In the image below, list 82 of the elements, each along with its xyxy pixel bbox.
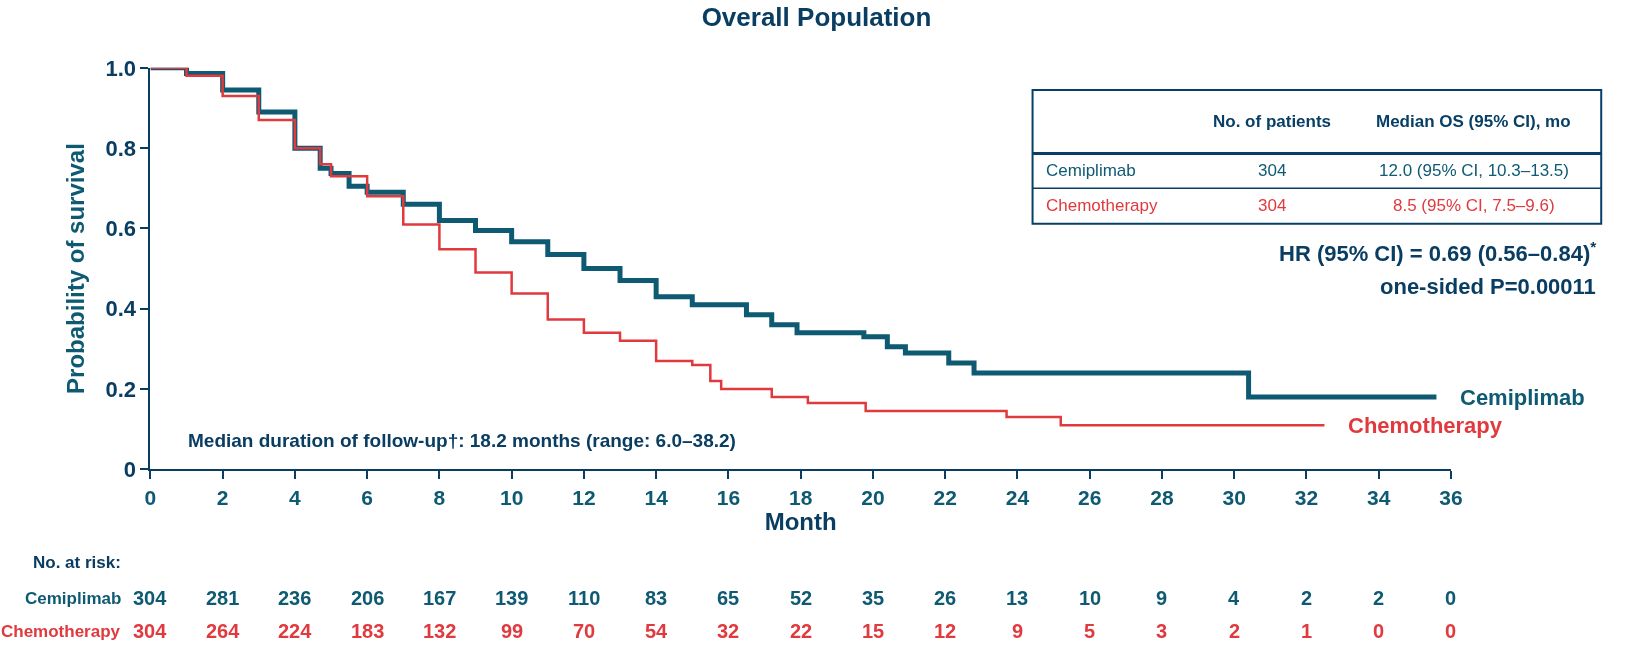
x-tick-label: 32 bbox=[1294, 485, 1319, 509]
x-tick-label: 6 bbox=[361, 485, 373, 509]
text: 304 bbox=[133, 587, 168, 609]
x-tick-label: 2 bbox=[216, 485, 229, 509]
x-tick-label: 8 bbox=[433, 485, 446, 509]
text: 15 bbox=[862, 620, 885, 642]
text: 0 bbox=[1445, 587, 1457, 609]
text: 139 bbox=[495, 587, 529, 609]
text: 132 bbox=[423, 620, 457, 642]
series-label: Chemotherapy bbox=[1348, 413, 1503, 438]
annotation: 304 bbox=[1258, 196, 1287, 215]
text: 4 bbox=[1228, 587, 1240, 609]
text: 99 bbox=[501, 620, 524, 642]
annotation: 8.5 (95% CI, 7.5–9.6) bbox=[1393, 196, 1555, 215]
y-tick-label: 0.6 bbox=[105, 216, 136, 242]
y-tick-label: 0.4 bbox=[105, 296, 137, 322]
x-tick-label: 34 bbox=[1366, 485, 1391, 509]
x-tick-label: 18 bbox=[788, 485, 813, 509]
x-tick-label: 14 bbox=[644, 485, 669, 509]
y-tick-label: 0.2 bbox=[105, 376, 136, 402]
text: No. at risk: bbox=[33, 553, 121, 572]
text: 26 bbox=[934, 587, 957, 609]
x-tick-label: 10 bbox=[499, 485, 524, 509]
x-axis-title: Month bbox=[764, 508, 837, 536]
text: 32 bbox=[717, 620, 740, 642]
y-tick-label: 0 bbox=[123, 457, 136, 482]
x-tick-label: 26 bbox=[1077, 485, 1102, 509]
annotation: No. of patients bbox=[1213, 112, 1332, 131]
text: 35 bbox=[862, 587, 885, 609]
text: 2 bbox=[1373, 587, 1385, 609]
text: 2 bbox=[1229, 620, 1241, 642]
text: 0 bbox=[1445, 620, 1457, 642]
x-tick-label: 22 bbox=[933, 485, 957, 509]
annotation: one-sided P=0.00011 bbox=[1380, 274, 1596, 299]
text: 224 bbox=[278, 620, 313, 642]
text: 206 bbox=[351, 587, 385, 609]
series-label: Cemiplimab bbox=[1460, 385, 1585, 410]
text: 304 bbox=[133, 620, 168, 642]
y-axis-title: Probability of survival bbox=[62, 143, 89, 394]
text: 12 bbox=[934, 620, 957, 642]
text: Cemiplimab bbox=[25, 589, 122, 608]
x-tick-label: 20 bbox=[861, 485, 885, 509]
y-tick-label: 0.8 bbox=[105, 135, 136, 161]
text: 9 bbox=[1012, 620, 1024, 642]
x-tick-label: 16 bbox=[716, 485, 741, 509]
text: 65 bbox=[717, 587, 740, 609]
annotation: 12.0 (95% CI, 10.3–13.5) bbox=[1379, 161, 1569, 180]
x-tick-label: 30 bbox=[1222, 485, 1246, 509]
text: 9 bbox=[1156, 587, 1168, 609]
text: 281 bbox=[206, 587, 240, 609]
x-tick-label: 4 bbox=[289, 485, 302, 509]
annotation: Chemotherapy bbox=[1046, 196, 1158, 215]
x-tick-label: 12 bbox=[572, 485, 596, 509]
text: 167 bbox=[423, 587, 457, 609]
text: 2 bbox=[1301, 587, 1313, 609]
x-tick-label: 24 bbox=[1005, 485, 1030, 509]
text: 83 bbox=[645, 587, 668, 609]
text: 5 bbox=[1084, 620, 1096, 642]
text: 70 bbox=[573, 620, 596, 642]
text: 54 bbox=[645, 620, 669, 642]
text: 22 bbox=[790, 620, 813, 642]
text: 3 bbox=[1156, 620, 1168, 642]
x-tick-label: 36 bbox=[1439, 485, 1463, 509]
text: 1 bbox=[1301, 620, 1313, 642]
text: 236 bbox=[278, 587, 312, 609]
annotation: Cemiplimab bbox=[1046, 161, 1136, 180]
annotation: Median duration of follow-up†: 18.2 months (range: 6.0–38.2) bbox=[188, 430, 736, 451]
text: 0 bbox=[1373, 620, 1385, 642]
text: 52 bbox=[790, 587, 813, 609]
annotation: 304 bbox=[1258, 161, 1287, 180]
text: Chemotherapy bbox=[1, 622, 121, 641]
text: 110 bbox=[568, 587, 601, 609]
y-tick-label: 1.0 bbox=[105, 55, 136, 81]
chart-title: Overall Population bbox=[701, 2, 932, 33]
text: 264 bbox=[206, 620, 241, 642]
x-tick-label: 28 bbox=[1150, 485, 1174, 509]
x-tick-label: 0 bbox=[144, 485, 157, 509]
text: 183 bbox=[351, 620, 385, 642]
annotation: HR (95% CI) = 0.69 (0.56–0.84)$^{*}$ bbox=[1279, 238, 1597, 267]
annotation: Median OS (95% CI), mo bbox=[1376, 112, 1571, 131]
text: 10 bbox=[1079, 587, 1102, 609]
text: 13 bbox=[1006, 587, 1029, 609]
